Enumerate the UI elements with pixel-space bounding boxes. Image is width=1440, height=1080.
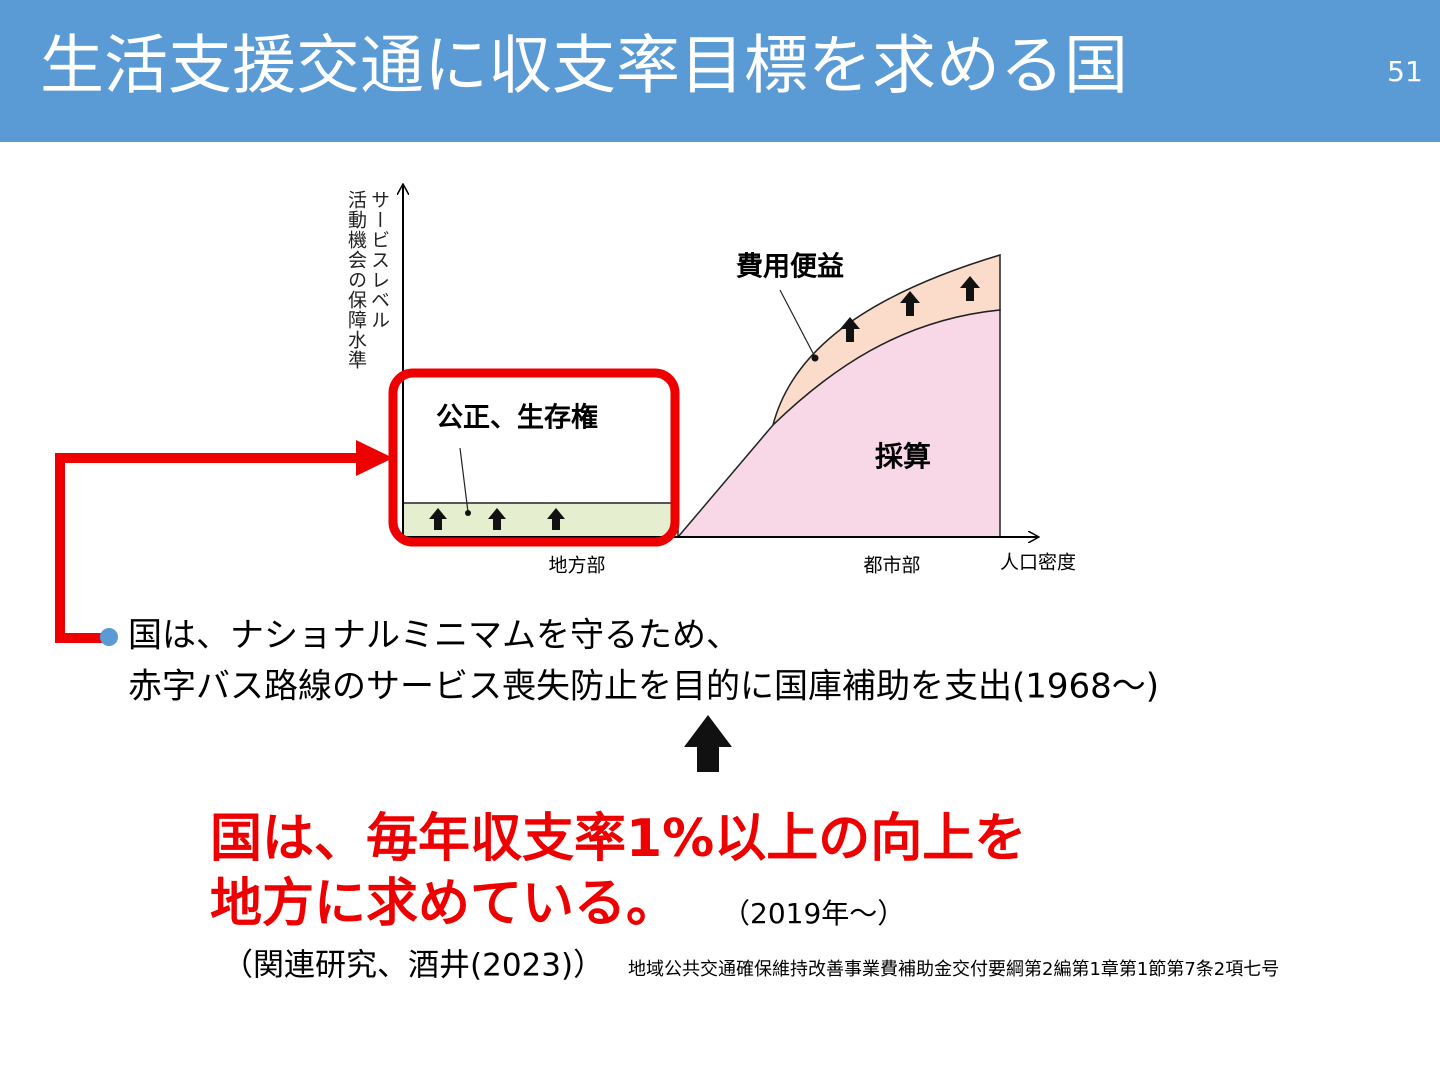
page-number: 51	[1387, 55, 1423, 88]
leader-line	[459, 447, 469, 513]
emphasis-text: 国は、毎年収支率1%以上の向上を	[210, 809, 1026, 869]
cost-benefit-label: 費用便益	[736, 252, 844, 283]
profitability-label: 採算	[875, 440, 931, 473]
highlight-box	[388, 368, 680, 547]
title: 生活支援交通に収支率目標を求める国	[40, 30, 1128, 104]
source-reference: 地域公共交通確保維持改善事業費補助金交付要綱第2編第1章第1節第7条2項七号	[628, 959, 1279, 980]
bullet-text: 赤字バス路線のサービス喪失防止を目的に国庫補助を支出(1968～)	[128, 667, 1159, 707]
urban-label: 都市部	[863, 555, 920, 577]
leader-dot	[465, 510, 471, 516]
leader-line	[779, 289, 816, 358]
bullet-text: 国は、ナショナルミニマムを守るため、	[128, 616, 740, 656]
header-bar	[0, 0, 1440, 142]
equity-label: 公正、生存権	[436, 402, 598, 434]
profitability-area	[676, 309, 1001, 538]
y-axis-label: 活動機会の保障水準	[345, 190, 367, 370]
x-axis-label: 人口密度	[1000, 552, 1076, 574]
bullet	[100, 628, 118, 646]
y-axis-label: サービスレベル	[368, 190, 390, 330]
leader-dot	[811, 354, 819, 362]
rural-label: 地方部	[548, 555, 605, 577]
connector	[55, 453, 360, 643]
connector-head	[356, 440, 393, 476]
emphasis-note: （2019年～）	[722, 897, 905, 930]
related-reference: （関連研究、酒井(2023)）	[222, 948, 604, 984]
arrows	[429, 276, 980, 772]
equity-area	[402, 502, 679, 538]
emphasis-text: 地方に求めている。	[210, 874, 678, 934]
